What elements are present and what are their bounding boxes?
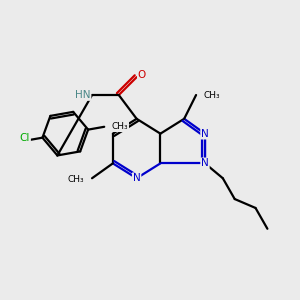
Text: HN: HN xyxy=(75,90,91,100)
Text: N: N xyxy=(201,129,209,139)
Text: CH₃: CH₃ xyxy=(112,122,128,131)
Text: Cl: Cl xyxy=(20,133,30,143)
Text: CH₃: CH₃ xyxy=(203,91,220,100)
Text: N: N xyxy=(201,158,209,168)
Text: CH₃: CH₃ xyxy=(68,175,85,184)
Text: N: N xyxy=(133,173,140,183)
Text: O: O xyxy=(138,70,146,80)
